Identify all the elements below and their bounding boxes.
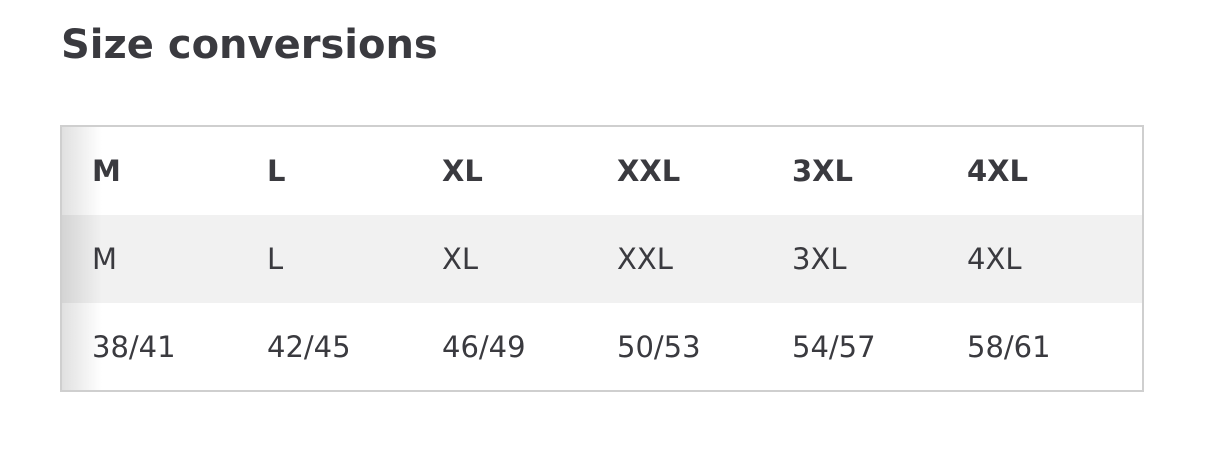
table-cell: 50/53 xyxy=(617,330,701,364)
table-cell: 54/57 xyxy=(792,330,876,364)
header-cell: L xyxy=(267,154,286,188)
table-header-row: M L XL XXL 3XL 4XL xyxy=(62,127,1142,215)
table-cell: 46/49 xyxy=(442,330,526,364)
table-row: M L XL XXL 3XL 4XL xyxy=(62,215,1142,303)
table-cell: 4XL xyxy=(967,242,1022,276)
header-cell: XL xyxy=(442,154,483,188)
page-title: Size conversions xyxy=(61,22,438,68)
table-row: 38/41 42/45 46/49 50/53 54/57 58/61 xyxy=(62,303,1142,391)
table-cell: L xyxy=(267,242,284,276)
header-cell: M xyxy=(92,154,121,188)
header-cell: 4XL xyxy=(967,154,1029,188)
table-cell: M xyxy=(92,242,118,276)
header-cell: 3XL xyxy=(792,154,854,188)
size-conversion-table: M L XL XXL 3XL 4XL M L XL XXL 3XL 4XL 38… xyxy=(60,125,1144,392)
table-cell: 38/41 xyxy=(92,330,176,364)
table-cell: XXL xyxy=(617,242,673,276)
header-cell: XXL xyxy=(617,154,681,188)
table-cell: XL xyxy=(442,242,479,276)
table-cell: 3XL xyxy=(792,242,847,276)
table-cell: 42/45 xyxy=(267,330,351,364)
table-cell: 58/61 xyxy=(967,330,1051,364)
